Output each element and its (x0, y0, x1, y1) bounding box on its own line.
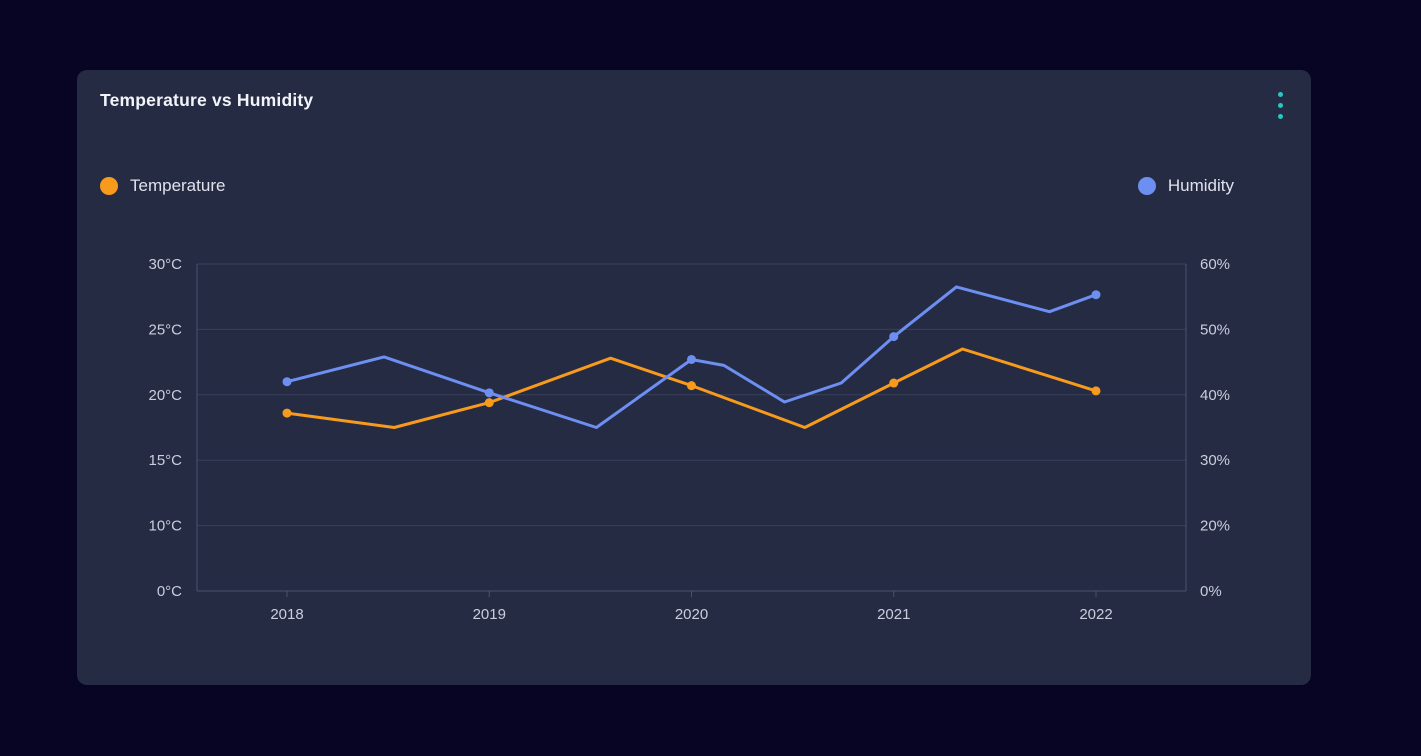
line-chart: 30°C 60% 25°C 50% 20°C 40% 15°C 30% 10°C 20% 0°C 0%… (148, 256, 1230, 623)
humidity-point-marker (484, 388, 494, 398)
legend-label-temperature: Temperature (130, 176, 226, 195)
temperature-swatch-icon (100, 177, 118, 195)
humidity-line (285, 285, 1098, 429)
humidity-point-marker (889, 332, 899, 342)
humidity-point-marker (687, 354, 696, 364)
y-left-tick-label: 0°C (157, 583, 182, 600)
temperature-point-marker (687, 381, 696, 391)
x-tick-label: 2019 (473, 606, 506, 623)
y-right-tick-label: 20% (1200, 518, 1230, 535)
chart-legend: Temperature Humidity (100, 176, 1234, 196)
humidity-swatch-icon (1137, 177, 1156, 195)
x-tick-label: 2021 (877, 606, 910, 623)
humidity-point-marker (282, 377, 292, 387)
y-left-tick-label: 20°C (148, 387, 182, 404)
legend-item-humidity[interactable]: Humidity (1137, 176, 1234, 196)
y-left-tick-label: 15°C (148, 452, 182, 469)
x-tick-label: 2018 (270, 606, 303, 623)
chart-card: Temperature vs Humidity Temperature Humi… (77, 70, 1311, 685)
y-left-tick-label: 25°C (148, 321, 182, 338)
kebab-menu-icon (1278, 92, 1283, 119)
y-left-tick-label: 10°C (148, 518, 182, 535)
humidity-point-marker (1091, 290, 1101, 300)
x-tick-label: 2020 (675, 606, 708, 623)
legend-label-humidity: Humidity (1167, 176, 1234, 195)
y-right-tick-label: 60% (1200, 256, 1230, 273)
x-tick-label: 2022 (1079, 606, 1112, 623)
temperature-point-marker (484, 398, 494, 408)
temperature-point-marker (282, 408, 292, 418)
card-header: Temperature vs Humidity (100, 90, 1289, 123)
card-title: Temperature vs Humidity (100, 90, 314, 110)
y-left-tick-label: 30°C (148, 256, 182, 273)
legend-item-temperature[interactable]: Temperature (100, 176, 225, 196)
y-right-tick-label: 50% (1200, 321, 1230, 338)
temperature-point-marker (889, 378, 899, 388)
kebab-menu-button[interactable] (1272, 88, 1289, 123)
y-right-tick-label: 40% (1200, 387, 1230, 404)
y-right-tick-label: 0% (1200, 583, 1222, 600)
temperature-point-marker (1091, 386, 1101, 396)
y-right-tick-label: 30% (1200, 452, 1230, 469)
